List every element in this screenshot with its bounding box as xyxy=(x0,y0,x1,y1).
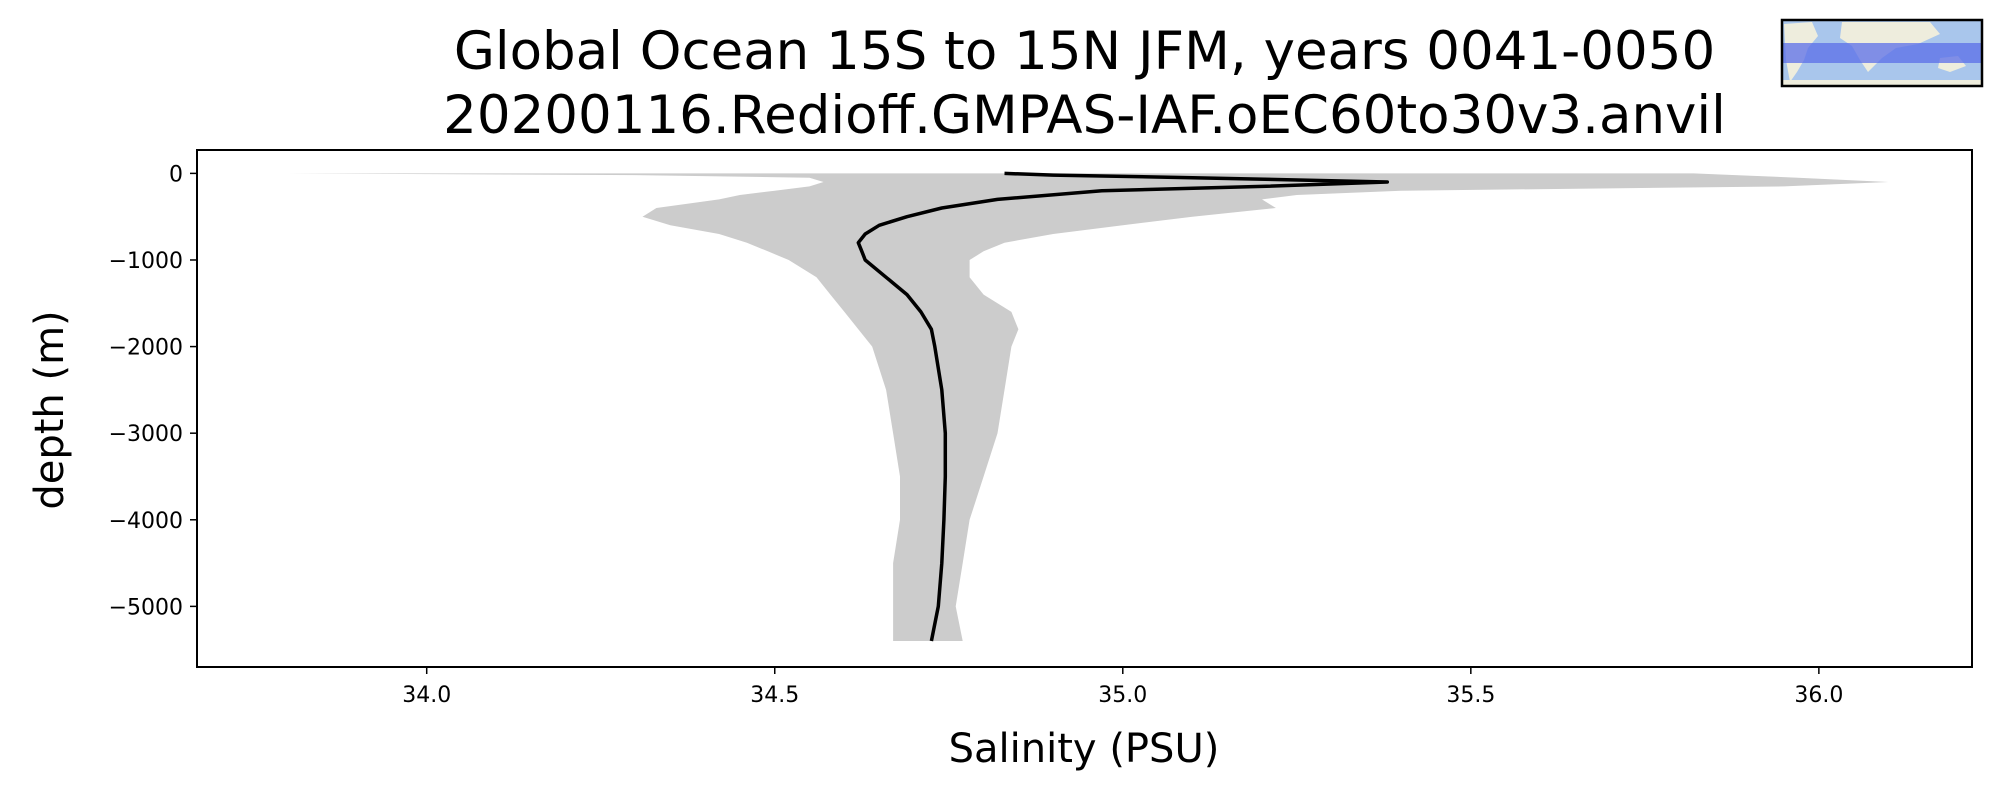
map-land-antarctica xyxy=(1782,80,1982,86)
y-tick-label: −1000 xyxy=(109,249,183,274)
chart-title-line-2: 20200116.Redioff.GMPAS-IAF.oEC60to30v3.a… xyxy=(443,85,1726,146)
x-axis-label: Salinity (PSU) xyxy=(949,726,1220,772)
y-tick-label: −2000 xyxy=(109,336,183,361)
x-tick-label: 36.0 xyxy=(1794,683,1843,708)
mean-salinity-profile-line xyxy=(856,171,1390,642)
map-selected-region xyxy=(1782,43,1982,63)
x-tick-label: 34.0 xyxy=(402,683,451,708)
salinity-spread-band xyxy=(287,173,1889,641)
y-tick-label: −4000 xyxy=(109,509,183,534)
map-border xyxy=(1780,18,1984,88)
y-tick-label: −5000 xyxy=(109,595,183,620)
y-axis-label: depth (m) xyxy=(27,310,73,509)
y-tick-label: 0 xyxy=(169,162,183,187)
x-tick-label: 35.5 xyxy=(1446,683,1495,708)
x-tick-label: 35.0 xyxy=(1098,683,1147,708)
x-tick-label: 34.5 xyxy=(750,683,799,708)
y-tick-label: −3000 xyxy=(109,422,183,447)
chart-title-line-1: Global Ocean 15S to 15N JFM, years 0041-… xyxy=(453,21,1716,82)
region-inset-map xyxy=(1780,18,1984,88)
plot-area-frame xyxy=(196,149,1973,668)
